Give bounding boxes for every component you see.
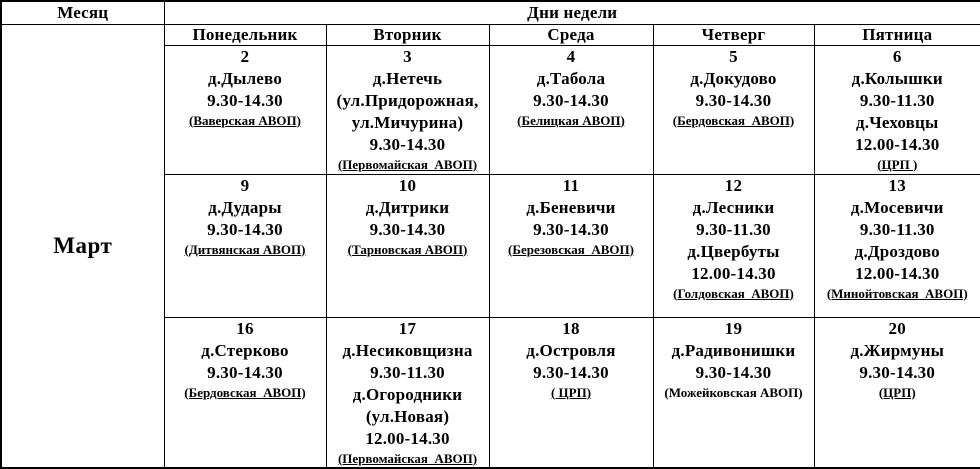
schedule-line: 9.30-14.30 xyxy=(490,362,653,384)
date-number: 13 xyxy=(815,175,980,197)
schedule-line: ул.Мичурина) xyxy=(327,112,489,134)
schedule-line: (ул.Новая) xyxy=(327,406,489,428)
facility-note: (Первомайская АВОП) xyxy=(327,450,489,467)
facility-note: (Тарновская АВОП) xyxy=(327,241,489,258)
date-number: 20 xyxy=(815,318,980,340)
header-row: Месяц Дни недели xyxy=(1,1,980,24)
schedule-line: д.Дитрики xyxy=(327,197,489,219)
schedule-line: 12.00-14.30 xyxy=(327,428,489,450)
schedule-line: д.Дылево xyxy=(165,68,326,90)
schedule-line: (ул.Придорожная, xyxy=(327,90,489,112)
facility-note: ( ЦРП) xyxy=(490,384,653,401)
schedule-line: 9.30-14.30 xyxy=(165,362,326,384)
schedule-line: 12.00-14.30 xyxy=(815,134,980,156)
schedule-line: 9.30-11.30 xyxy=(327,362,489,384)
date-number: 2 xyxy=(165,46,326,68)
schedule-line: д.Жирмуны xyxy=(815,340,980,362)
schedule-line: д.Огородники xyxy=(327,384,489,406)
date-number: 18 xyxy=(490,318,653,340)
schedule-line: д.Несиковщизна xyxy=(327,340,489,362)
schedule-line: 9.30-11.30 xyxy=(815,90,980,112)
date-number: 11 xyxy=(490,175,653,197)
schedule-line: д.Лесники xyxy=(654,197,814,219)
facility-note: (Белицкая АВОП) xyxy=(490,112,653,129)
schedule-line: д.Дроздово xyxy=(815,241,980,263)
facility-note: (Березовская АВОП) xyxy=(490,241,653,258)
day-header-friday: Пятница xyxy=(814,24,980,45)
schedule-line: 9.30-14.30 xyxy=(490,219,653,241)
month-column-header: Месяц xyxy=(1,1,164,24)
facility-note: (Первомайская АВОП) xyxy=(327,156,489,173)
date-number: 19 xyxy=(654,318,814,340)
schedule-line: д.Радивонишки xyxy=(654,340,814,362)
date-number: 10 xyxy=(327,175,489,197)
schedule-line: 12.00-14.30 xyxy=(815,263,980,285)
schedule-line: д.Чеховцы xyxy=(815,112,980,134)
date-number: 4 xyxy=(490,46,653,68)
month-name: Март xyxy=(1,24,164,468)
schedule-line: 9.30-14.30 xyxy=(327,219,489,241)
schedule-line: д.Дудары xyxy=(165,197,326,219)
facility-note: (Минойтовская АВОП) xyxy=(815,285,980,302)
schedule-line: д.Нетечь xyxy=(327,68,489,90)
date-number: 9 xyxy=(165,175,326,197)
schedule-line: д.Табола xyxy=(490,68,653,90)
date-number: 16 xyxy=(165,318,326,340)
facility-note: (ЦРП ) xyxy=(815,156,980,173)
date-number: 12 xyxy=(654,175,814,197)
schedule-line: 12.00-14.30 xyxy=(654,263,814,285)
facility-note: (Дитвянская АВОП) xyxy=(165,241,326,258)
schedule-line: д.Островля xyxy=(490,340,653,362)
schedule-line: 9.30-11.30 xyxy=(815,219,980,241)
schedule-line: 9.30-14.30 xyxy=(327,134,489,156)
day-header-monday: Понедельник xyxy=(164,24,326,45)
facility-note: (Ваверская АВОП) xyxy=(165,112,326,129)
schedule-line: д.Беневичи xyxy=(490,197,653,219)
days-of-week-header: Дни недели xyxy=(164,1,980,24)
schedule-line: 9.30-14.30 xyxy=(490,90,653,112)
date-number: 3 xyxy=(327,46,489,68)
schedule-line: 9.30-14.30 xyxy=(654,362,814,384)
facility-note: (Бердовская АВОП) xyxy=(654,112,814,129)
schedule-line: 9.30-14.30 xyxy=(654,90,814,112)
schedule-line: д.Стерково xyxy=(165,340,326,362)
day-header-thursday: Четверг xyxy=(653,24,814,45)
schedule-line: 9.30-14.30 xyxy=(165,219,326,241)
schedule-line: д.Цвербуты xyxy=(654,241,814,263)
schedule-line: 9.30-14.30 xyxy=(815,362,980,384)
facility-note: (ЦРП) xyxy=(815,384,980,401)
schedule-line: д.Мосевичи xyxy=(815,197,980,219)
schedule-line: 9.30-14.30 xyxy=(165,90,326,112)
facility-note: (Можейковская АВОП) xyxy=(654,384,814,401)
facility-note: (Голдовская АВОП) xyxy=(654,285,814,302)
facility-note: (Бердовская АВОП) xyxy=(165,384,326,401)
date-number: 5 xyxy=(654,46,814,68)
date-number: 6 xyxy=(815,46,980,68)
schedule-line: 9.30-11.30 xyxy=(654,219,814,241)
date-number: 17 xyxy=(327,318,489,340)
day-names-row: Март Понедельник Вторник Среда Четверг П… xyxy=(1,24,980,45)
schedule-line: д.Колышки xyxy=(815,68,980,90)
day-header-wednesday: Среда xyxy=(489,24,653,45)
schedule-line: д.Докудово xyxy=(654,68,814,90)
day-header-tuesday: Вторник xyxy=(326,24,489,45)
